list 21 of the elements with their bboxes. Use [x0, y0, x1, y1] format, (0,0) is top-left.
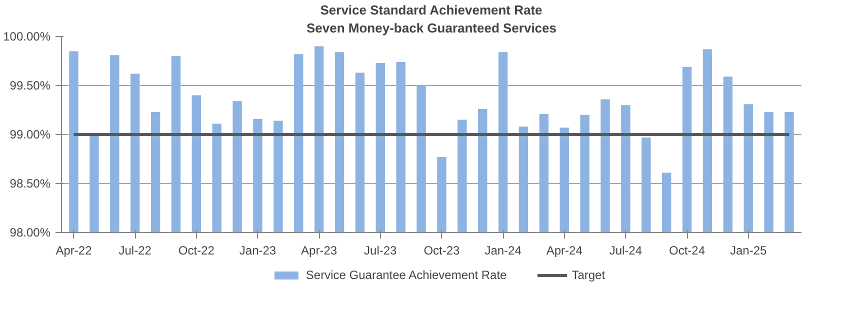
y-tick-label: 98.50%	[10, 176, 51, 190]
x-tick-label: Oct-22	[178, 244, 215, 258]
x-tick-label: Apr-23	[301, 244, 338, 258]
legend-label: Target	[572, 268, 606, 282]
chart-subtitle: Seven Money-back Guaranteed Services	[306, 20, 557, 36]
x-tick-label: Oct-23	[424, 244, 460, 258]
x-tick-label: Apr-24	[546, 244, 583, 258]
y-tick-label: 99.00%	[10, 128, 51, 142]
y-tick-label: 100.00%	[3, 30, 51, 44]
x-tick-label: Oct-24	[669, 244, 706, 258]
x-tick-label: Jan-23	[239, 244, 276, 258]
x-tick-label: Jan-24	[484, 244, 522, 258]
y-tick-label: 99.50%	[10, 78, 51, 92]
x-tick-label: Apr-22	[56, 244, 92, 258]
x-tick-label: Jul-22	[118, 244, 152, 258]
y-tick-label: 98.00%	[10, 226, 51, 240]
x-tick-label: Jan-25	[730, 244, 768, 258]
chart-title: Service Standard Achievement Rate	[320, 2, 542, 18]
legend-label: Service Guarantee Achievement Rate	[306, 268, 507, 282]
x-tick-label: Jul-24	[609, 244, 642, 258]
x-tick-label: Jul-23	[364, 244, 398, 258]
